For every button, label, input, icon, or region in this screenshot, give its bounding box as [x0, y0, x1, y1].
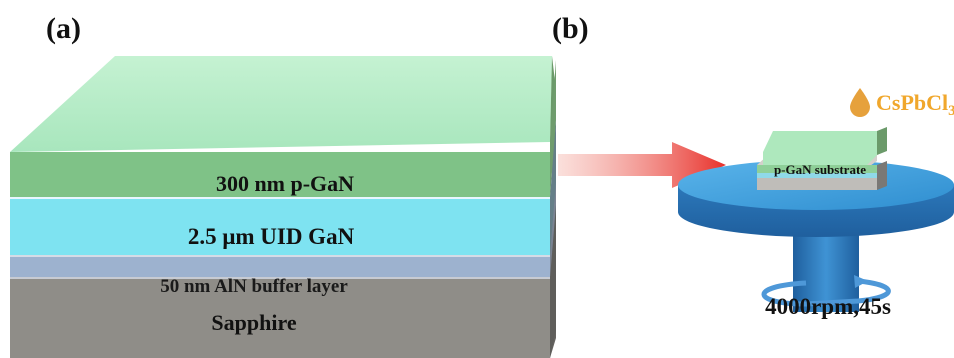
chip-p-gan-band — [757, 165, 877, 173]
arrow-icon — [558, 142, 726, 188]
uid-gan-front — [10, 198, 550, 256]
layer-label-uid-gan: 2.5 μm UID GaN — [188, 224, 355, 249]
p-gan-right-face — [550, 60, 556, 198]
aln-right-face — [550, 182, 556, 278]
layer-label-p-gan: 300 nm p-GaN — [216, 171, 354, 196]
layer-label-sapphire: Sapphire — [211, 310, 296, 335]
chip-uid-band — [757, 173, 877, 178]
panel-b-label: (b) — [552, 12, 589, 45]
substrate-label: p-GaN substrate — [774, 162, 866, 177]
p-gan-front — [10, 152, 550, 198]
aln-front — [10, 256, 550, 278]
substrate-chip — [757, 127, 887, 190]
process-arrow — [558, 142, 726, 188]
p-gan-top-face — [10, 56, 552, 152]
layer-label-aln: 50 nm AlN buffer layer — [160, 276, 348, 297]
sapphire-front — [10, 278, 550, 358]
spin-parameters: 4000rpm,45s — [765, 294, 891, 319]
chip-side — [877, 127, 887, 155]
panel-b: (b) CsPbCl3 p-GaN substrate 4000rpm,45s — [552, 12, 954, 319]
panel-a: (a) 300 nm p-GaN 2.5 μm UID GaN 50 nm Al… — [10, 12, 556, 358]
spin-shaft — [793, 228, 859, 312]
uid-right-face — [550, 120, 556, 256]
chip-top-face — [763, 131, 877, 165]
chip-side-lower — [877, 161, 887, 190]
precursor-label: CsPbCl3 — [876, 90, 954, 119]
sapphire-right-face — [550, 205, 556, 358]
rotation-arrow-icon — [761, 275, 891, 307]
droplet-icon — [850, 88, 870, 117]
chip-sapphire-band — [757, 178, 877, 190]
panel-a-label: (a) — [46, 12, 81, 45]
